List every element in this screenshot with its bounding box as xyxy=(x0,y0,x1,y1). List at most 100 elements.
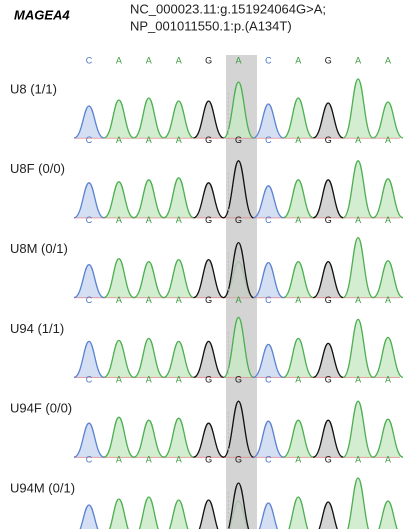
gene-name: MAGEA4 xyxy=(14,7,70,22)
peak xyxy=(373,419,403,457)
base-call: G xyxy=(325,454,332,464)
base-call: A xyxy=(116,55,122,65)
peak xyxy=(253,421,283,457)
peak xyxy=(283,98,313,138)
track-label: U8M (0/1) xyxy=(10,241,68,256)
chromatogram-figure: MAGEA4 NC_000023.11:g.151924064G>A; NP_0… xyxy=(0,0,403,529)
base-call: A xyxy=(146,215,152,225)
base-call: C xyxy=(265,215,272,225)
peak xyxy=(104,182,134,218)
peak xyxy=(283,262,313,298)
base-call: G xyxy=(205,454,212,464)
base-call: A xyxy=(355,215,361,225)
variant-line: NP_001011550.1:p.(A134T) xyxy=(130,18,292,33)
peak xyxy=(134,497,164,529)
peak xyxy=(164,500,194,529)
peak xyxy=(134,420,164,457)
peak xyxy=(194,260,224,298)
peak xyxy=(194,423,224,457)
peak xyxy=(373,102,403,138)
tracks: U8 (1/1) C A A A G A C A G A A U8F (0/0) C A A A G G C A G A A U… xyxy=(10,55,403,529)
base-call: C xyxy=(265,375,272,385)
base-call: A xyxy=(116,215,122,225)
peak xyxy=(373,337,403,377)
base-call: A xyxy=(295,135,301,145)
peak xyxy=(74,423,104,457)
base-call: A xyxy=(176,135,182,145)
base-call: A xyxy=(116,135,122,145)
base-call: C xyxy=(86,454,93,464)
track-label: U8 (1/1) xyxy=(10,81,57,96)
base-call: A xyxy=(235,55,241,65)
base-call: A xyxy=(355,295,361,305)
base-call: A xyxy=(146,295,152,305)
peak xyxy=(134,262,164,298)
track-label: U94M (0/1) xyxy=(10,480,75,495)
base-call: A xyxy=(385,215,391,225)
base-call: A xyxy=(146,454,152,464)
base-call: A xyxy=(176,454,182,464)
peak xyxy=(104,259,134,298)
peak xyxy=(343,79,373,138)
peak xyxy=(313,180,343,218)
base-call: A xyxy=(116,375,122,385)
base-call: A xyxy=(385,135,391,145)
peak xyxy=(343,478,373,529)
base-call: A xyxy=(235,295,241,305)
base-call: A xyxy=(295,215,301,225)
peak xyxy=(104,340,134,377)
base-call: A xyxy=(385,454,391,464)
base-call: G xyxy=(205,215,212,225)
peak xyxy=(74,341,104,377)
peak xyxy=(164,101,194,138)
peak xyxy=(373,261,403,298)
peak xyxy=(313,502,343,529)
base-call: A xyxy=(355,454,361,464)
base-call: A xyxy=(116,295,122,305)
peak xyxy=(253,104,283,138)
base-call: C xyxy=(265,295,272,305)
base-call: G xyxy=(325,215,332,225)
base-call: A xyxy=(385,375,391,385)
base-call: A xyxy=(146,135,152,145)
peak xyxy=(283,420,313,457)
base-call: A xyxy=(146,55,152,65)
base-call: G xyxy=(325,135,332,145)
variant-line: NC_000023.11:g.151924064G>A; xyxy=(130,1,326,16)
peak xyxy=(164,260,194,298)
base-call: G xyxy=(205,55,212,65)
base-call: A xyxy=(176,295,182,305)
base-call: A xyxy=(176,55,182,65)
base-call: A xyxy=(295,454,301,464)
peak xyxy=(313,343,343,377)
base-call: G xyxy=(205,375,212,385)
peak xyxy=(104,499,134,529)
peak xyxy=(74,265,104,298)
base-call: A xyxy=(295,55,301,65)
peak xyxy=(283,180,313,218)
peak xyxy=(253,344,283,377)
peak xyxy=(104,417,134,457)
peak xyxy=(343,401,373,457)
peak xyxy=(373,179,403,218)
base-call: A xyxy=(385,295,391,305)
base-call: C xyxy=(86,135,93,145)
peak xyxy=(253,186,283,218)
peak xyxy=(253,263,283,298)
base-call: A xyxy=(116,454,122,464)
peak xyxy=(194,101,224,138)
track-label: U8F (0/0) xyxy=(10,161,65,176)
peak xyxy=(134,180,164,218)
base-call: A xyxy=(176,375,182,385)
peak xyxy=(74,505,104,529)
base-call: C xyxy=(86,375,93,385)
base-call: A xyxy=(295,375,301,385)
base-call: A xyxy=(295,295,301,305)
base-call: G xyxy=(235,375,242,385)
base-call: G xyxy=(235,135,242,145)
base-call: A xyxy=(355,375,361,385)
base-call: G xyxy=(325,295,332,305)
base-call: A xyxy=(355,55,361,65)
base-call: G xyxy=(205,295,212,305)
peak xyxy=(343,238,373,298)
